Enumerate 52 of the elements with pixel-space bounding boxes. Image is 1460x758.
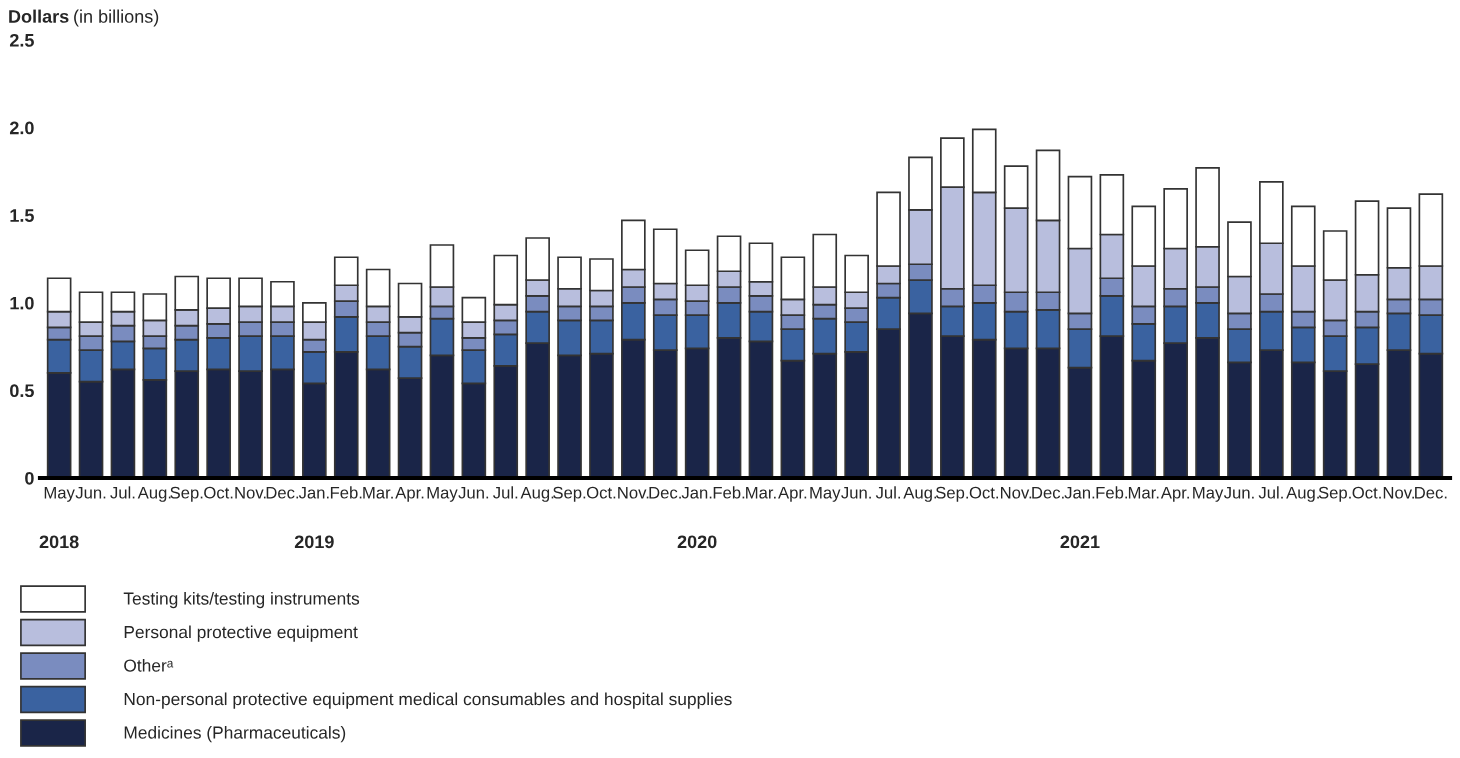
y-tick-label: 0.5 (10, 384, 34, 398)
x-tick-label: Apr. (778, 486, 807, 502)
legend-label: Otherᵃ (124, 658, 174, 672)
x-tick-label: Dec. (1415, 486, 1447, 499)
x-tick-label: Dec. (1032, 486, 1064, 499)
x-tick-label: Jun. (841, 486, 871, 499)
x-tick-label: Feb. (1096, 486, 1128, 499)
x-tick-label: May (1193, 486, 1224, 502)
x-tick-label: Jul. (875, 486, 900, 499)
x-tick-label: May (810, 486, 841, 502)
x-tick-label: Mar. (746, 486, 776, 499)
y-tick-label: 0 (25, 471, 34, 485)
x-tick-label: Oct. (969, 486, 999, 499)
x-tick-label: Apr. (395, 486, 424, 502)
x-tick-label: Aug. (520, 486, 554, 502)
y-tick-label: 1.5 (10, 209, 34, 222)
x-tick-label: Aug. (1286, 486, 1319, 502)
x-tick-label: Jun. (1223, 486, 1254, 499)
x-tick-label: Aug. (137, 486, 171, 502)
y-tick-label: 1.0 (10, 296, 34, 310)
x-tick-label: Aug. (903, 486, 937, 502)
y-tick-label: 2.0 (9, 121, 34, 135)
x-tick-label: Nov. (1383, 486, 1414, 499)
x-tick-label: Feb. (713, 486, 745, 499)
x-tick-label: Jul. (1258, 486, 1283, 499)
x-tick-label: May (427, 486, 458, 502)
x-tick-label: Sep. (553, 486, 586, 502)
x-tick-label: Jun. (75, 486, 106, 499)
x-tick-label: Jun. (458, 486, 489, 499)
x-tick-label: Nov. (618, 486, 649, 499)
x-tick-label: Jul. (110, 486, 135, 499)
x-tick-label: Nov. (235, 486, 266, 499)
legend-label: Personal protective equipment (124, 625, 358, 642)
x-tick-label: Jul. (493, 486, 518, 499)
y-axis-title: Dollars (in billions) (9, 9, 159, 27)
x-tick-label: Oct. (1352, 486, 1381, 499)
x-tick-label: Dec. (266, 486, 299, 499)
x-tick-label: Dec. (649, 486, 681, 499)
x-tick-label: Sep. (170, 486, 203, 502)
y-tick-label: 2.5 (9, 33, 34, 47)
x-tick-label: Sep. (1318, 486, 1351, 502)
x-tick-label: Oct. (586, 486, 616, 499)
legend-label: Testing kits/testing instruments (123, 591, 360, 609)
x-tick-label: Apr. (1160, 486, 1189, 502)
legend-label: Non-personal protective equipment medical consumables and hospital supplies (124, 692, 732, 709)
x-tick-label: Sep. (935, 486, 968, 502)
x-tick-label: Feb. (330, 486, 362, 499)
x-tick-label: Nov. (1001, 486, 1032, 499)
x-tick-label: Mar. (1128, 486, 1159, 499)
x-tick-label: Oct. (204, 486, 233, 499)
legend-label: Medicines (Pharmaceuticals) (124, 725, 346, 743)
x-tick-label: Mar. (363, 486, 393, 499)
